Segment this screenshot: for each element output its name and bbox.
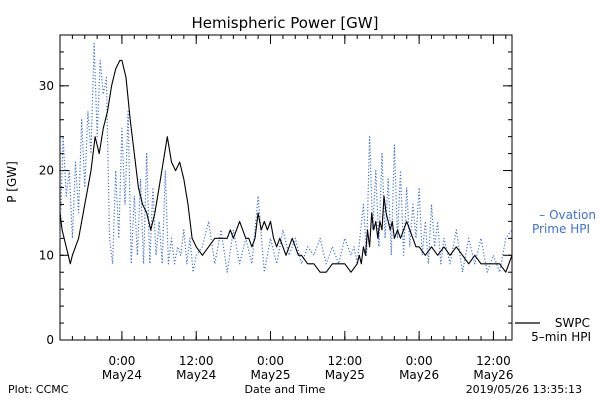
legend-ovation-line2: Prime HPI [532,222,590,236]
y-tick-label: 0 [46,333,54,347]
x-tick-label-time: 12:00 [328,354,363,368]
x-tick-label-date: May26 [399,368,439,382]
plot-frame [59,34,513,341]
chart-title: Hemispheric Power [GW] [192,14,379,32]
x-tick-label-time: 12:00 [476,354,511,368]
plot-timestamp: 2019/05/26 13:35:13 [466,383,582,396]
y-tick-label: 30 [39,79,54,93]
x-tick-label-date: May24 [176,368,216,382]
x-tick-label-date: May25 [250,368,290,382]
x-tick-label-date: May26 [473,368,513,382]
x-axis-label: Date and Time [245,383,326,396]
plot-credit: Plot: CCMC [8,383,69,396]
x-tick-label-time: 0:00 [257,354,284,368]
x-tick-label-time: 12:00 [179,354,214,368]
series-line-swpc-hpi [59,59,513,273]
y-axis-label: P [GW] [5,161,19,203]
legend-ovation-line1: – Ovation [539,208,596,222]
series-line-ovation-prime-hpi [59,42,513,273]
x-tick-label-time: 0:00 [406,354,433,368]
legend-swpc-line2: 5–min HPI [531,330,591,344]
x-tick-label-date: May25 [325,368,365,382]
x-tick-label-date: May24 [102,368,142,382]
y-tick-label: 10 [39,248,54,262]
plot-area: 01020300:00May2412:00May240:00May2512:00… [39,34,596,382]
y-tick-label: 20 [39,164,54,178]
legend-swpc-line1: SWPC [555,316,590,330]
x-tick-label-time: 0:00 [108,354,135,368]
